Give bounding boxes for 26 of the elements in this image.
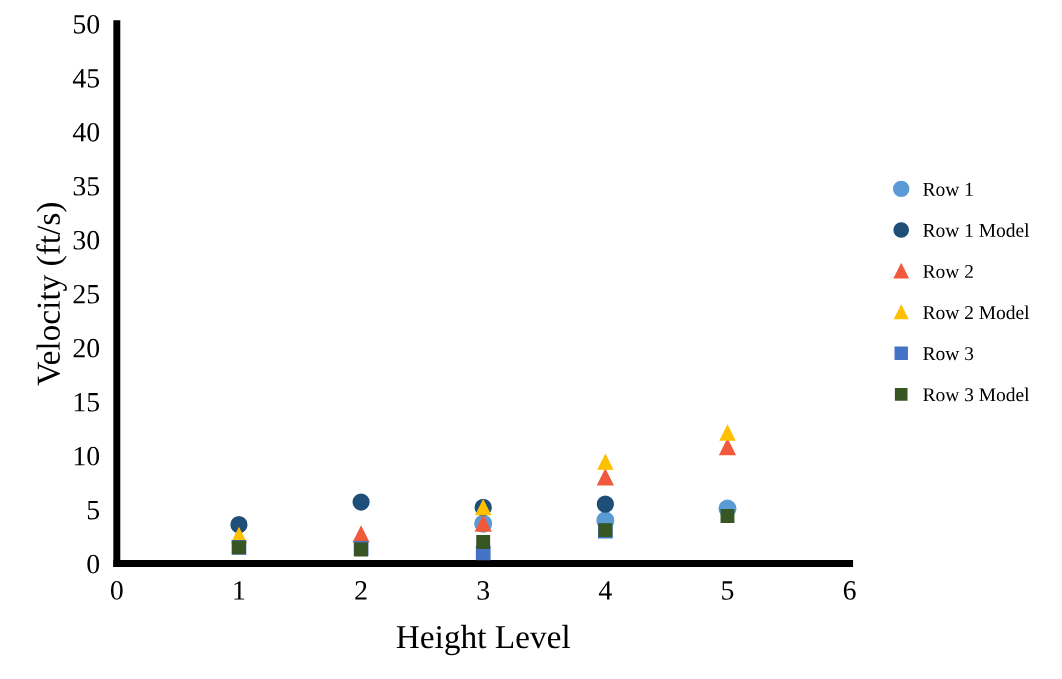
legend-label: Row 2 Model <box>923 305 1030 320</box>
y-tick-label: 40 <box>72 122 100 142</box>
y-axis-title: Velocity (ft/s) <box>36 203 67 386</box>
legend-label: Row 3 <box>923 347 974 361</box>
legend-label: Row 1 Model <box>923 223 1030 237</box>
x-tick-label: 2 <box>355 581 367 600</box>
x-tick-label: 4 <box>598 581 612 600</box>
y-tick-label: 0 <box>87 554 100 574</box>
y-tick-label: 30 <box>73 230 100 250</box>
y-tick-label: 20 <box>73 338 100 358</box>
x-tick-label: 1 <box>234 581 245 600</box>
y-tick-label: 5 <box>87 501 100 520</box>
y-tick-label: 45 <box>72 69 100 88</box>
x-tick-label: 0 <box>110 581 123 600</box>
x-tick-label: 6 <box>843 581 856 600</box>
y-tick-label: 10 <box>74 446 100 466</box>
legend-label: Row 1 <box>923 182 973 196</box>
y-tick-label: 50 <box>73 14 100 34</box>
y-tick-label: 35 <box>73 176 100 196</box>
legend-label: Row 3 Model <box>923 387 1030 402</box>
x-axis-title: Height Level <box>396 624 571 656</box>
y-tick-label: 15 <box>74 392 100 412</box>
x-tick-label: 5 <box>722 581 734 600</box>
legend-label: Row 2 <box>923 264 973 279</box>
y-tick-label: 25 <box>73 284 100 304</box>
x-tick-label: 3 <box>477 581 490 600</box>
